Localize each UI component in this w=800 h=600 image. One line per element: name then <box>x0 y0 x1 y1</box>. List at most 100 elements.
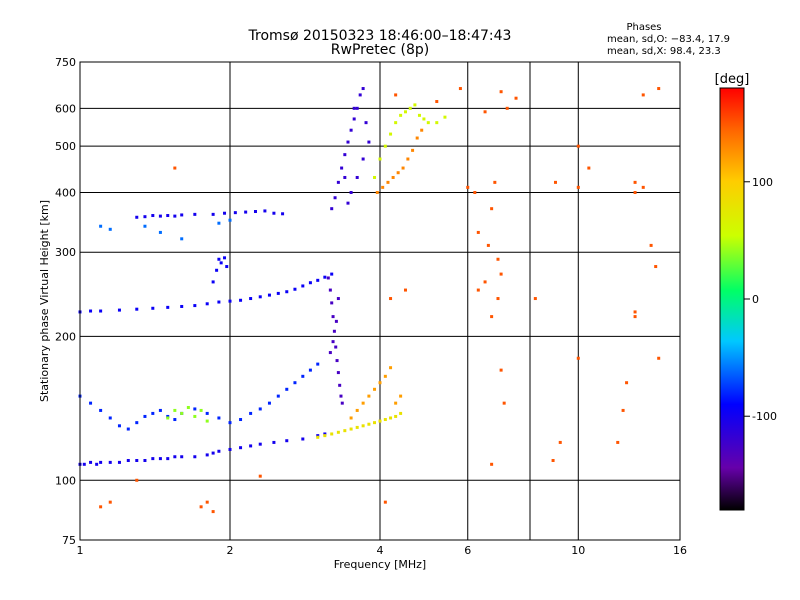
plot-grid <box>79 61 681 541</box>
data-point <box>166 305 170 309</box>
colorbar-label: [deg] <box>715 72 750 87</box>
data-point <box>263 209 267 213</box>
data-point <box>180 213 184 217</box>
data-point <box>249 297 253 301</box>
data-point <box>403 110 407 114</box>
data-point <box>476 230 480 234</box>
data-point <box>396 171 400 175</box>
data-point <box>415 136 419 140</box>
data-point <box>316 362 320 366</box>
data-point <box>173 408 177 412</box>
data-point <box>383 144 387 148</box>
colorbar-tick-label: 100 <box>752 176 773 189</box>
data-point <box>394 121 398 125</box>
y-tick-label: 200 <box>55 330 76 343</box>
data-point <box>502 401 506 405</box>
phase-stats-o: mean, sd,O: −83.4, 17.9 <box>607 34 730 45</box>
data-point <box>205 411 209 415</box>
data-point <box>373 387 377 391</box>
data-point <box>143 215 147 219</box>
data-point <box>401 166 405 170</box>
data-point <box>258 407 262 411</box>
data-point <box>151 457 155 461</box>
y-tick-label: 600 <box>55 102 76 115</box>
data-point <box>117 308 121 312</box>
data-point <box>621 408 625 412</box>
data-point <box>533 297 537 301</box>
data-point <box>323 275 327 279</box>
data-point <box>476 288 480 292</box>
data-point <box>99 408 103 412</box>
data-point <box>435 100 439 104</box>
phase-stats-heading: Phases <box>626 22 661 33</box>
data-point <box>301 437 305 441</box>
data-point <box>334 345 338 349</box>
data-point <box>173 214 177 218</box>
data-point <box>217 449 221 453</box>
data-point <box>253 210 257 214</box>
x-tick-label: 2 <box>227 544 234 557</box>
data-point <box>576 185 580 189</box>
data-point <box>117 424 121 428</box>
data-point <box>193 407 197 411</box>
data-point <box>352 106 356 110</box>
data-point <box>625 381 629 385</box>
data-point <box>375 190 379 194</box>
data-point <box>217 416 221 420</box>
data-point <box>499 90 503 94</box>
data-point <box>228 299 232 303</box>
data-point <box>328 351 332 355</box>
x-tick-label: 16 <box>673 544 687 557</box>
data-point <box>361 401 365 405</box>
data-point <box>326 276 330 280</box>
data-point <box>355 175 359 179</box>
data-point <box>166 416 170 420</box>
data-point <box>316 278 320 282</box>
data-point <box>334 319 338 323</box>
data-point <box>158 214 162 218</box>
data-point <box>217 221 221 225</box>
data-point <box>308 281 312 285</box>
x-tick-label: 10 <box>571 544 585 557</box>
data-point <box>332 329 336 333</box>
data-point <box>496 297 500 301</box>
data-point <box>330 301 334 305</box>
data-point <box>180 237 184 241</box>
data-point <box>249 444 253 448</box>
data-point <box>399 113 403 117</box>
data-point <box>239 298 243 302</box>
data-point <box>276 291 280 295</box>
data-point <box>399 394 403 398</box>
y-axis: 75 100 200 300 400 500 600 750 <box>55 56 76 547</box>
data-point <box>389 416 393 420</box>
data-point <box>361 157 365 161</box>
data-point <box>349 190 353 194</box>
data-point <box>166 457 170 461</box>
data-points <box>78 87 661 514</box>
data-point <box>135 215 139 219</box>
data-point <box>490 207 494 211</box>
data-point <box>336 297 340 301</box>
data-point <box>490 462 494 466</box>
x-axis-label: Frequency [MHz] <box>334 558 426 571</box>
data-point <box>108 500 112 504</box>
data-point <box>336 430 340 434</box>
data-point <box>180 411 184 415</box>
data-point <box>108 416 112 420</box>
data-point <box>411 148 415 152</box>
data-point <box>378 419 382 423</box>
data-point <box>95 462 99 466</box>
data-point <box>483 110 487 114</box>
x-axis: 1 2 4 6 10 16 <box>77 544 688 557</box>
data-point <box>99 224 103 228</box>
data-point <box>316 435 320 439</box>
data-point <box>151 411 155 415</box>
data-point <box>422 117 426 121</box>
data-point <box>355 425 359 429</box>
data-point <box>330 207 334 211</box>
data-point <box>108 460 112 464</box>
data-point <box>166 214 170 218</box>
data-point <box>258 295 262 299</box>
data-point <box>346 201 350 205</box>
data-point <box>82 462 86 466</box>
